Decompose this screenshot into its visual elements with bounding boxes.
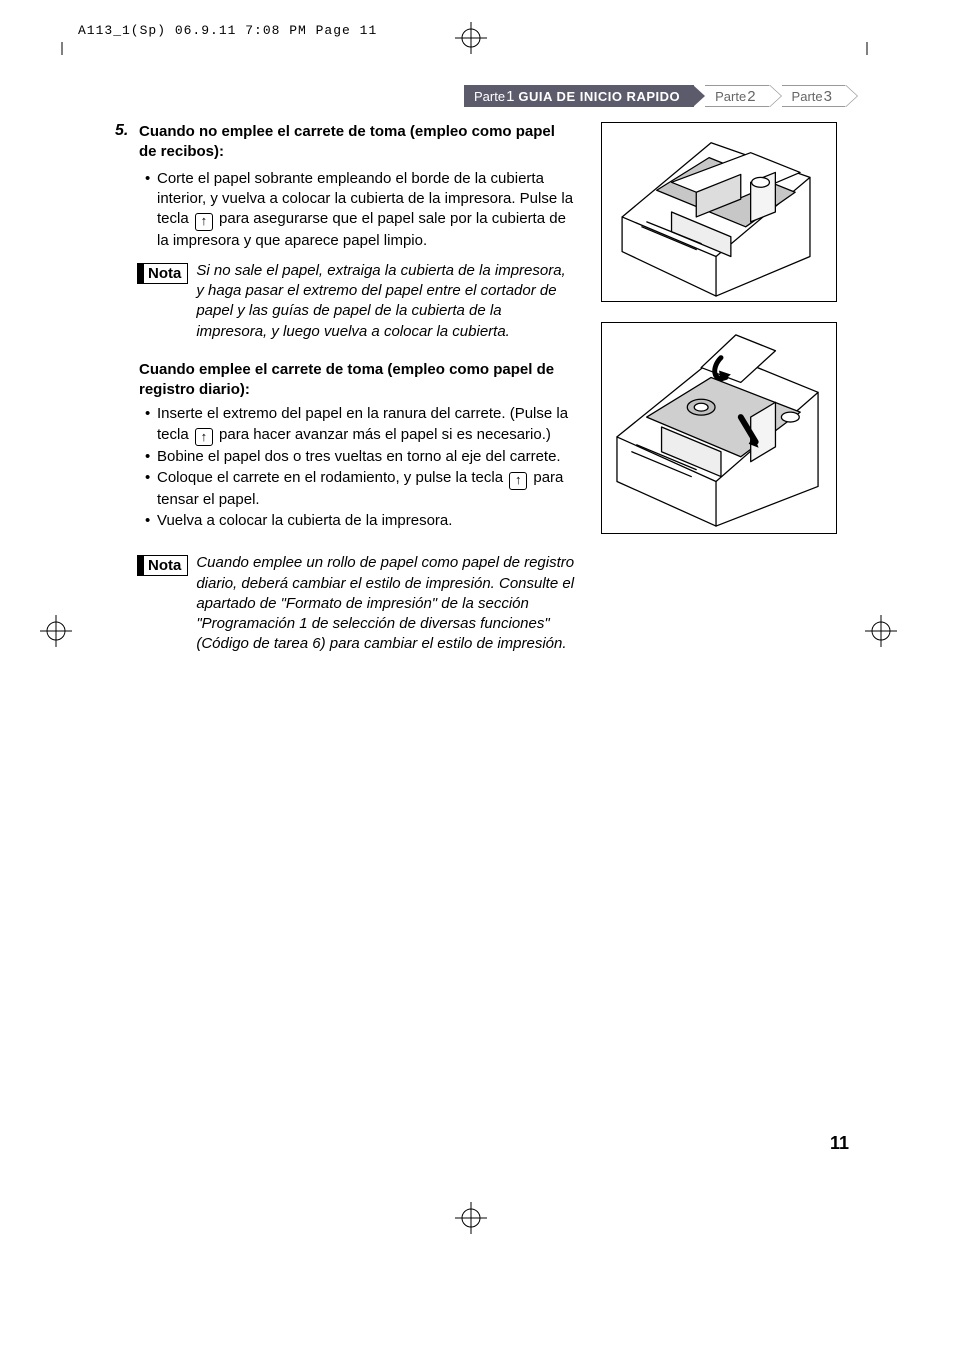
illustration-column <box>601 122 837 661</box>
text-column: 5. Cuando no emplee el carrete de toma (… <box>115 122 575 661</box>
registration-mark-right <box>865 615 897 647</box>
part-label-2: Parte <box>715 89 746 104</box>
registration-mark-bottom <box>455 1202 487 1234</box>
bullet-text: Inserte el extremo del papel en la ranur… <box>157 404 575 446</box>
part-num-1: 1 <box>506 88 514 105</box>
registration-mark-left <box>40 615 72 647</box>
bullet-text: Corte el papel sobrante empleando el bor… <box>157 169 575 251</box>
breadcrumb-part2: Parte2 <box>705 85 769 107</box>
bullet-text: Vuelva a colocar la cubierta de la impre… <box>157 511 575 531</box>
registration-mark-top <box>455 22 487 54</box>
bullet-text: Coloque el carrete en el rodamiento, y p… <box>157 468 575 510</box>
section2-bullets: • Inserte el extremo del papel en la ran… <box>145 404 575 531</box>
bullet-dot: • <box>145 404 157 446</box>
main-content: 5. Cuando no emplee el carrete de toma (… <box>115 122 855 661</box>
section2-title: Cuando emplee el carrete de toma (empleo… <box>139 360 575 401</box>
feed-key-icon <box>195 213 213 231</box>
breadcrumb-part1: Parte1 GUIA DE INICIO RAPIDO <box>464 85 694 107</box>
bullet-dot: • <box>145 169 157 251</box>
part-num-3: 3 <box>824 88 832 105</box>
breadcrumb-arrow-3 <box>846 85 858 107</box>
bullet-item: • Corte el papel sobrante empleando el b… <box>145 169 575 251</box>
part-label: Parte <box>474 89 505 104</box>
nota-text-1: Si no sale el papel, extraiga la cubiert… <box>196 261 575 342</box>
illustration-printer-closed <box>601 122 837 302</box>
part-label-3: Parte <box>792 89 823 104</box>
bullet-dot: • <box>145 468 157 510</box>
step-5-header: 5. Cuando no emplee el carrete de toma (… <box>115 122 575 163</box>
breadcrumb-part3: Parte3 <box>782 85 846 107</box>
bullet-dot: • <box>145 511 157 531</box>
nota-text-2: Cuando emplee un rollo de papel como pap… <box>196 553 575 654</box>
breadcrumb-arrow-2 <box>770 85 782 107</box>
nota-block-1: Nota Si no sale el papel, extraiga la cu… <box>137 261 575 342</box>
s2b3a: Coloque el carrete en el rodamiento, y p… <box>157 469 507 486</box>
bullet-item: • Bobine el papel dos o tres vueltas en … <box>145 447 575 467</box>
nota-label: Nota <box>137 555 188 576</box>
breadcrumb: Parte1 GUIA DE INICIO RAPIDO Parte2 Part… <box>464 85 858 107</box>
page-number: 11 <box>830 1133 849 1154</box>
breadcrumb-title: GUIA DE INICIO RAPIDO <box>518 89 680 104</box>
bullet-item: • Coloque el carrete en el rodamiento, y… <box>145 468 575 510</box>
feed-key-icon <box>195 428 213 446</box>
step-number: 5. <box>115 122 139 140</box>
s2b1b: para hacer avanzar más el papel si es ne… <box>215 426 551 443</box>
part-num-2: 2 <box>747 88 755 105</box>
nota-label: Nota <box>137 263 188 284</box>
step-title: Cuando no emplee el carrete de toma (emp… <box>139 122 575 163</box>
nota-block-2: Nota Cuando emplee un rollo de papel com… <box>137 553 575 654</box>
section1-bullets: • Corte el papel sobrante empleando el b… <box>145 169 575 251</box>
bullet1-part-b: para asegurarse que el papel sale por la… <box>157 210 566 249</box>
bullet-text: Bobine el papel dos o tres vueltas en to… <box>157 447 575 467</box>
bullet-item: • Vuelva a colocar la cubierta de la imp… <box>145 511 575 531</box>
bullet-dot: • <box>145 447 157 467</box>
feed-key-icon <box>509 472 527 490</box>
breadcrumb-arrow-1 <box>693 85 705 107</box>
bullet-item: • Inserte el extremo del papel en la ran… <box>145 404 575 446</box>
illustration-printer-open <box>601 322 837 534</box>
